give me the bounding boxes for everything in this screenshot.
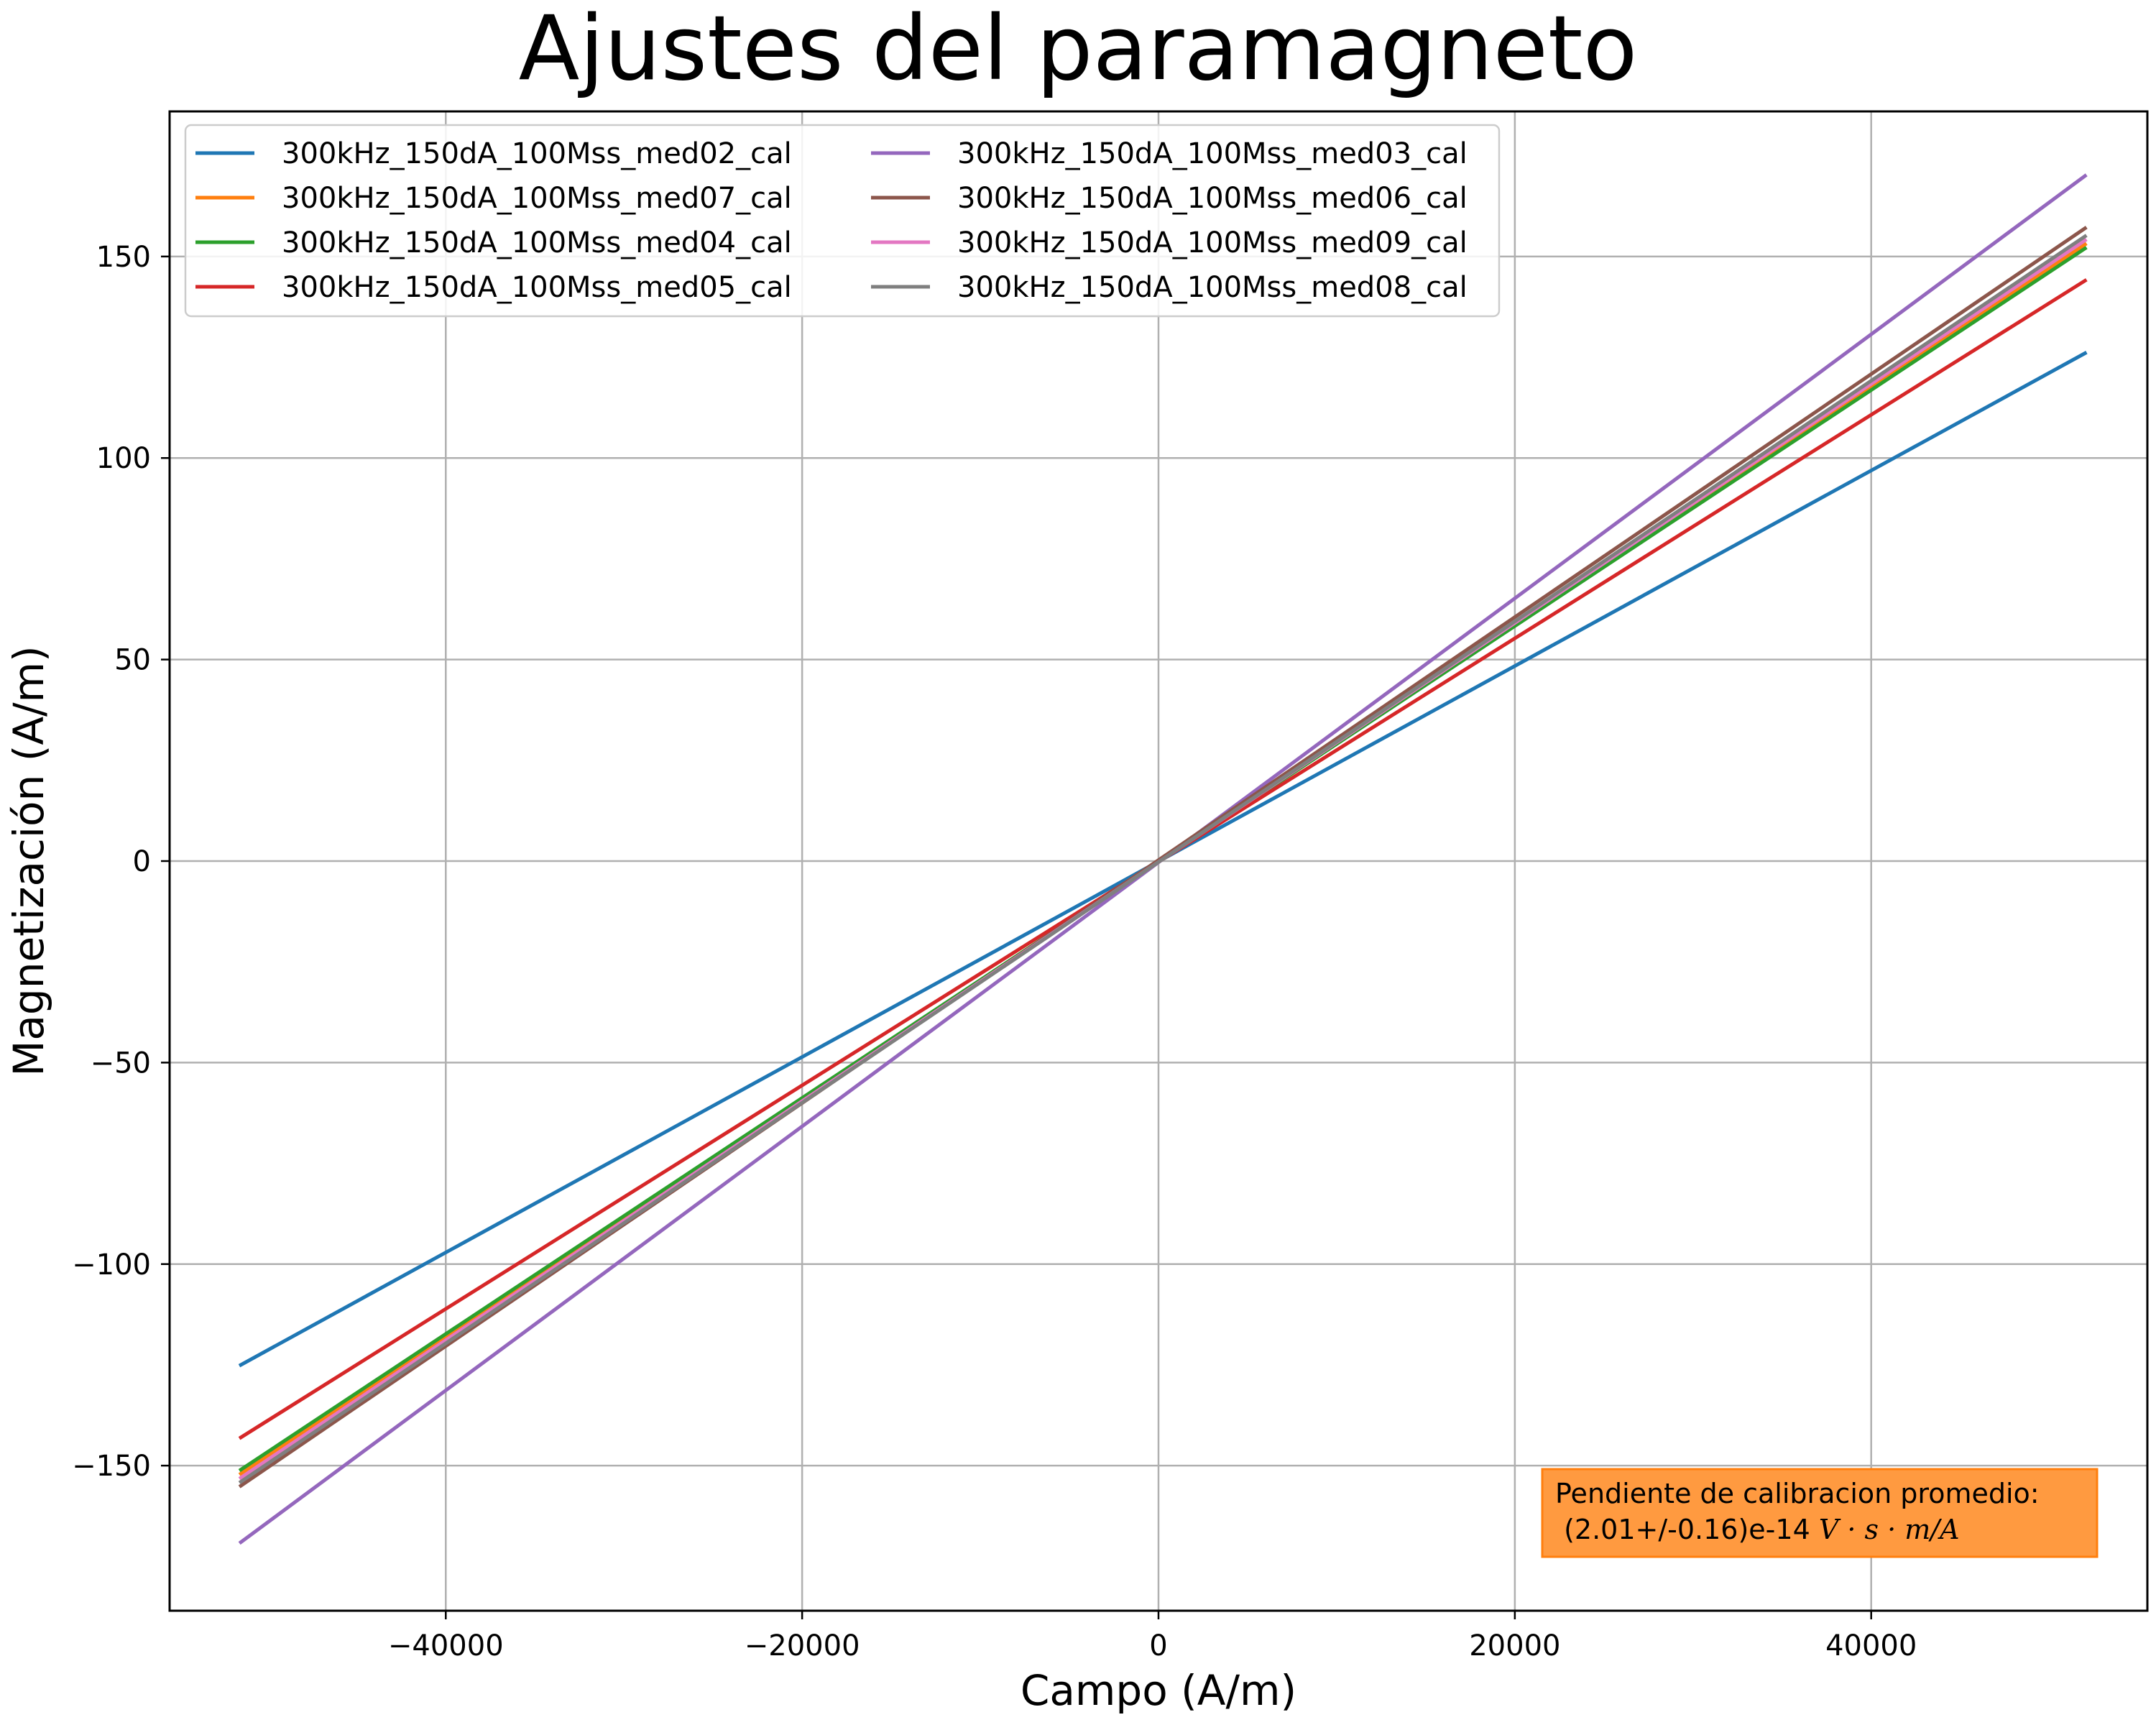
y-tick-label: −100: [72, 1248, 151, 1282]
annotation-units: V · s · m/A: [1819, 1514, 1960, 1545]
legend-label: 300kHz_150dA_100Mss_med05_cal: [282, 271, 792, 304]
legend-label: 300kHz_150dA_100Mss_med09_cal: [957, 226, 1468, 259]
legend-label: 300kHz_150dA_100Mss_med03_cal: [957, 137, 1468, 170]
x-tick-label: −40000: [388, 1629, 504, 1662]
legend-label: 300kHz_150dA_100Mss_med06_cal: [957, 182, 1468, 215]
y-axis-label: Magnetización (A/m): [4, 645, 53, 1076]
legend-label: 300kHz_150dA_100Mss_med07_cal: [282, 182, 792, 215]
y-tick-label: 150: [96, 241, 151, 274]
y-tick-label: 50: [114, 644, 151, 677]
legend-label: 300kHz_150dA_100Mss_med04_cal: [282, 226, 792, 259]
x-tick-label: 40000: [1825, 1629, 1917, 1662]
x-axis-label: Campo (A/m): [1021, 1666, 1296, 1715]
x-tick-label: 20000: [1469, 1629, 1560, 1662]
x-tick-label: 0: [1149, 1629, 1167, 1662]
legend-label: 300kHz_150dA_100Mss_med02_cal: [282, 137, 792, 170]
y-tick-label: 0: [133, 845, 151, 878]
y-tick-label: −150: [72, 1450, 151, 1483]
annotation-value: (2.01+/-0.16)e-14: [1555, 1514, 1819, 1545]
x-axis-ticks: −40000 −20000 0 20000 40000: [388, 1611, 1917, 1662]
legend-box: [184, 124, 1501, 318]
series-line-300kHz_150dA_100Mss_med08_cal: [238, 234, 2088, 1485]
series-lines: [238, 173, 2088, 1545]
annotation-line-2: (2.01+/-0.16)e-14 V · s · m/A: [1555, 1514, 1960, 1545]
y-axis-ticks: −150 −100 −50 0 50 100 150: [72, 241, 170, 1483]
legend: 300kHz_150dA_100Mss_med02_cal 300kHz_150d…: [184, 124, 1501, 318]
y-tick-label: 100: [96, 442, 151, 475]
legend-label: 300kHz_150dA_100Mss_med08_cal: [957, 271, 1468, 304]
annotation-line-1: Pendiente de calibracion promedio:: [1555, 1478, 2040, 1509]
y-tick-label: −50: [91, 1046, 151, 1080]
annotation-box: [1541, 1468, 2099, 1558]
x-tick-label: −20000: [745, 1629, 860, 1662]
calibration-annotation: Pendiente de calibracion promedio: (2.01…: [1541, 1468, 2099, 1558]
chart-title: Ajustes del paramagneto: [519, 0, 1638, 101]
